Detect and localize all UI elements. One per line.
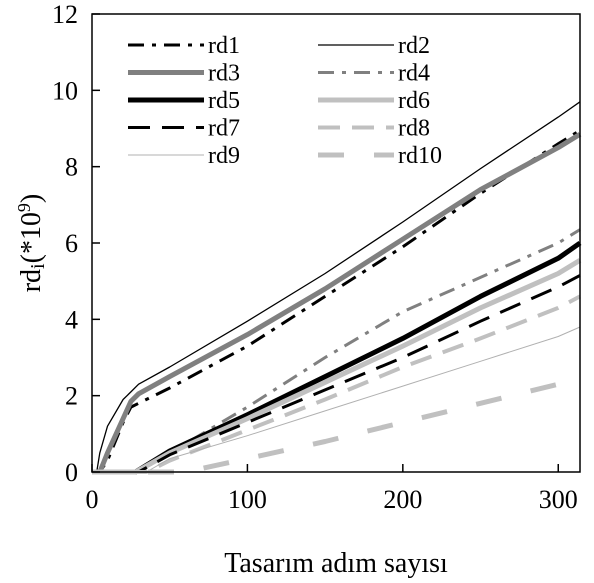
ticks: 0 100 200 300 0 2 4 6 8 10 12: [52, 0, 578, 514]
series-line-rd6: [92, 258, 582, 475]
x-axis-title: Tasarım adım sayısı: [224, 548, 448, 579]
y-tick-label: 2: [65, 382, 78, 411]
legend-label-rd10: rd10: [398, 143, 442, 169]
series-layer: [92, 101, 582, 475]
y-tick-label: 6: [65, 229, 78, 258]
series-line-rd2: [92, 101, 581, 473]
legend-label-rd3: rd3: [208, 61, 240, 87]
y-tick-label: 12: [52, 0, 78, 29]
y-axis-title-tail: (*10: [16, 212, 47, 263]
y-axis-title-sub: i: [27, 263, 49, 269]
legend-label-rd6: rd6: [398, 88, 430, 114]
legend-label-rd4: rd4: [398, 61, 430, 87]
x-tick-label: 200: [383, 485, 422, 514]
y-axis-title: rdi(*109): [14, 194, 49, 293]
y-axis-title-close: ): [16, 194, 47, 203]
legend-label-rd7: rd7: [208, 116, 240, 142]
legend-label-rd5: rd5: [208, 88, 240, 114]
y-tick-label: 8: [65, 153, 78, 182]
series-line-rd3: [92, 132, 582, 475]
x-tick-label: 300: [539, 485, 578, 514]
series-line-rd10: [92, 377, 581, 475]
y-axis-title-sup: 9: [14, 203, 34, 212]
series-line-rd8: [92, 294, 581, 474]
legend-label-rd8: rd8: [398, 116, 430, 142]
y-tick-label: 0: [65, 458, 78, 487]
x-tick-label: 0: [86, 485, 99, 514]
y-axis-title-main: rd: [16, 269, 47, 292]
legend: rd1 rd2 rd3 rd4 rd5 rd6 rd7 rd8 rd9 rd10: [128, 33, 442, 169]
x-tick-label: 100: [228, 485, 267, 514]
y-tick-label: 10: [52, 76, 78, 105]
legend-label-rd2: rd2: [398, 33, 430, 59]
plot-frame: [91, 13, 581, 473]
y-tick-label: 4: [65, 305, 78, 334]
series-line-rd7: [92, 274, 581, 474]
series-line-rd1: [92, 129, 581, 474]
legend-label-rd9: rd9: [208, 143, 240, 169]
legend-label-rd1: rd1: [208, 33, 240, 59]
series-line-rd4: [92, 228, 581, 474]
series-line-rd9: [92, 326, 581, 473]
